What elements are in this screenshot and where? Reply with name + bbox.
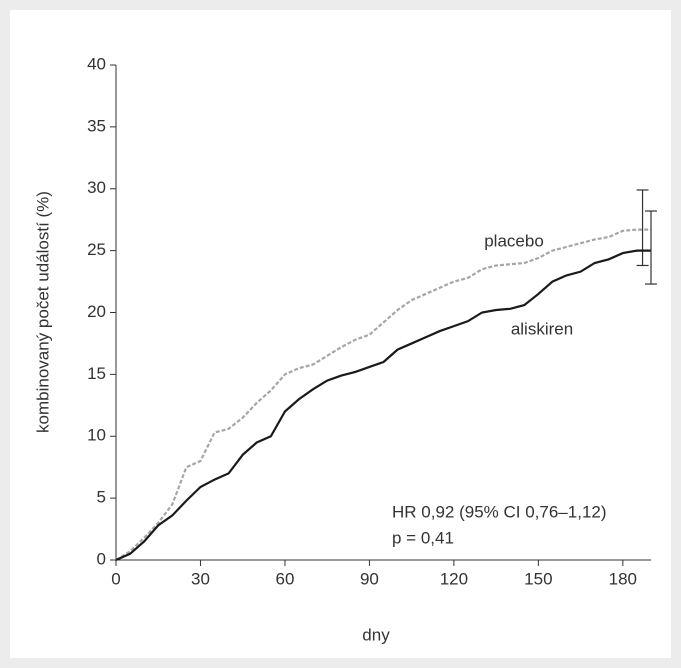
- y-tick-label: 20: [87, 302, 106, 321]
- y-axis-label: kombinovaný počet událostí (%): [33, 191, 52, 433]
- y-tick-label: 40: [87, 54, 106, 73]
- x-tick-label: 0: [111, 569, 120, 588]
- x-tick-label: 150: [524, 569, 552, 588]
- x-tick-label: 120: [440, 569, 468, 588]
- annotation: HR 0,92 (95% CI 0,76–1,12): [392, 502, 607, 521]
- x-axis-label: dny: [362, 625, 390, 644]
- annotation: p = 0,41: [392, 528, 454, 547]
- x-tick-label: 30: [191, 569, 210, 588]
- y-tick-label: 10: [87, 426, 106, 445]
- y-tick-label: 35: [87, 116, 106, 135]
- series-label: aliskiren: [511, 319, 573, 338]
- series-line: [115, 249, 651, 562]
- x-tick-label: 90: [360, 569, 379, 588]
- y-tick-label: 15: [87, 364, 106, 383]
- y-tick-label: 30: [87, 178, 106, 197]
- y-tick-label: 0: [97, 549, 106, 568]
- series-label: placebo: [484, 231, 544, 250]
- y-tick-label: 5: [97, 488, 106, 507]
- panel: [10, 10, 671, 658]
- x-tick-label: 180: [609, 569, 637, 588]
- y-tick-label: 25: [87, 240, 106, 259]
- series-line: [115, 228, 651, 561]
- x-tick-label: 60: [275, 569, 294, 588]
